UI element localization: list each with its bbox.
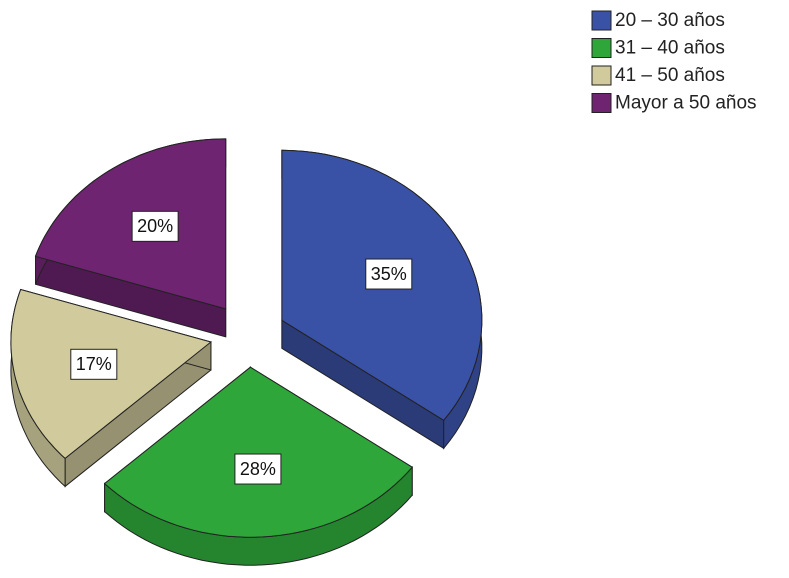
label-box — [365, 258, 413, 290]
legend: 20 – 30 años 31 – 40 años 41 – 50 años Mayo… — [591, 10, 757, 114]
slice-top — [103, 366, 413, 538]
slice: 20% — [34, 138, 227, 338]
slice: 17% — [10, 288, 212, 488]
slice-top — [34, 138, 227, 310]
label-box — [70, 348, 118, 380]
legend-swatch — [591, 38, 612, 58]
value-label: 17% — [76, 354, 112, 374]
legend-label: 31 – 40 años — [615, 38, 725, 59]
label-box — [234, 453, 282, 485]
legend-swatch — [591, 10, 612, 31]
legend-swatch — [591, 93, 612, 113]
label-box — [131, 210, 179, 242]
value-label: 20% — [137, 216, 173, 236]
value-label: 35% — [371, 264, 407, 284]
legend-label: 20 – 30 años — [615, 10, 725, 31]
legend-swatch — [591, 65, 612, 86]
legend-label: Mayor a 50 años — [615, 93, 757, 114]
slice: 35% — [281, 149, 483, 450]
slice: 28% — [103, 366, 413, 566]
legend-label: 41 – 50 años — [615, 65, 725, 86]
value-label: 28% — [240, 459, 276, 479]
